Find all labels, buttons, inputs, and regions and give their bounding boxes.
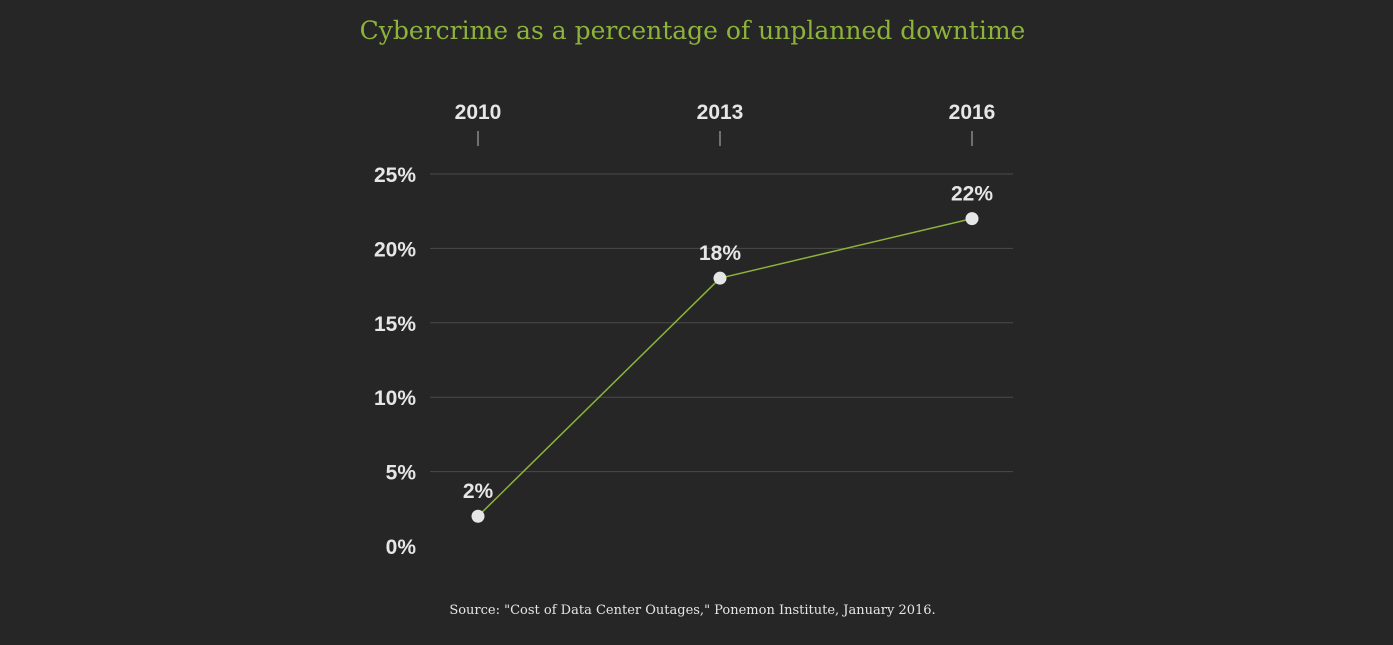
data-point: [713, 271, 727, 285]
y-tick-label: 10%: [374, 387, 416, 410]
data-point: [965, 212, 979, 226]
y-axis-ticks: 0% 5% 10% 15% 20% 25%: [374, 164, 416, 559]
x-tick-label: 2013: [697, 101, 744, 124]
y-tick-label: 5%: [386, 462, 417, 485]
data-point: [471, 509, 485, 523]
gridlines: [430, 173, 1013, 473]
y-tick-label: 0%: [386, 536, 417, 559]
x-axis-ticks: 2010 2013 2016: [455, 101, 996, 146]
data-label: 18%: [699, 242, 741, 265]
data-labels: 2% 18% 22%: [463, 183, 994, 504]
x-tick-label: 2016: [949, 101, 996, 124]
y-tick-label: 15%: [374, 313, 416, 336]
chart-title: Cybercrime as a percentage of unplanned …: [359, 16, 1026, 45]
y-tick-label: 25%: [374, 164, 416, 187]
data-label: 2%: [463, 480, 494, 503]
y-tick-label: 20%: [374, 238, 416, 261]
x-tick-label: 2010: [455, 101, 502, 124]
source-note: Source: "Cost of Data Center Outages," P…: [449, 603, 936, 618]
data-label: 22%: [951, 183, 993, 206]
data-points: [471, 212, 979, 523]
